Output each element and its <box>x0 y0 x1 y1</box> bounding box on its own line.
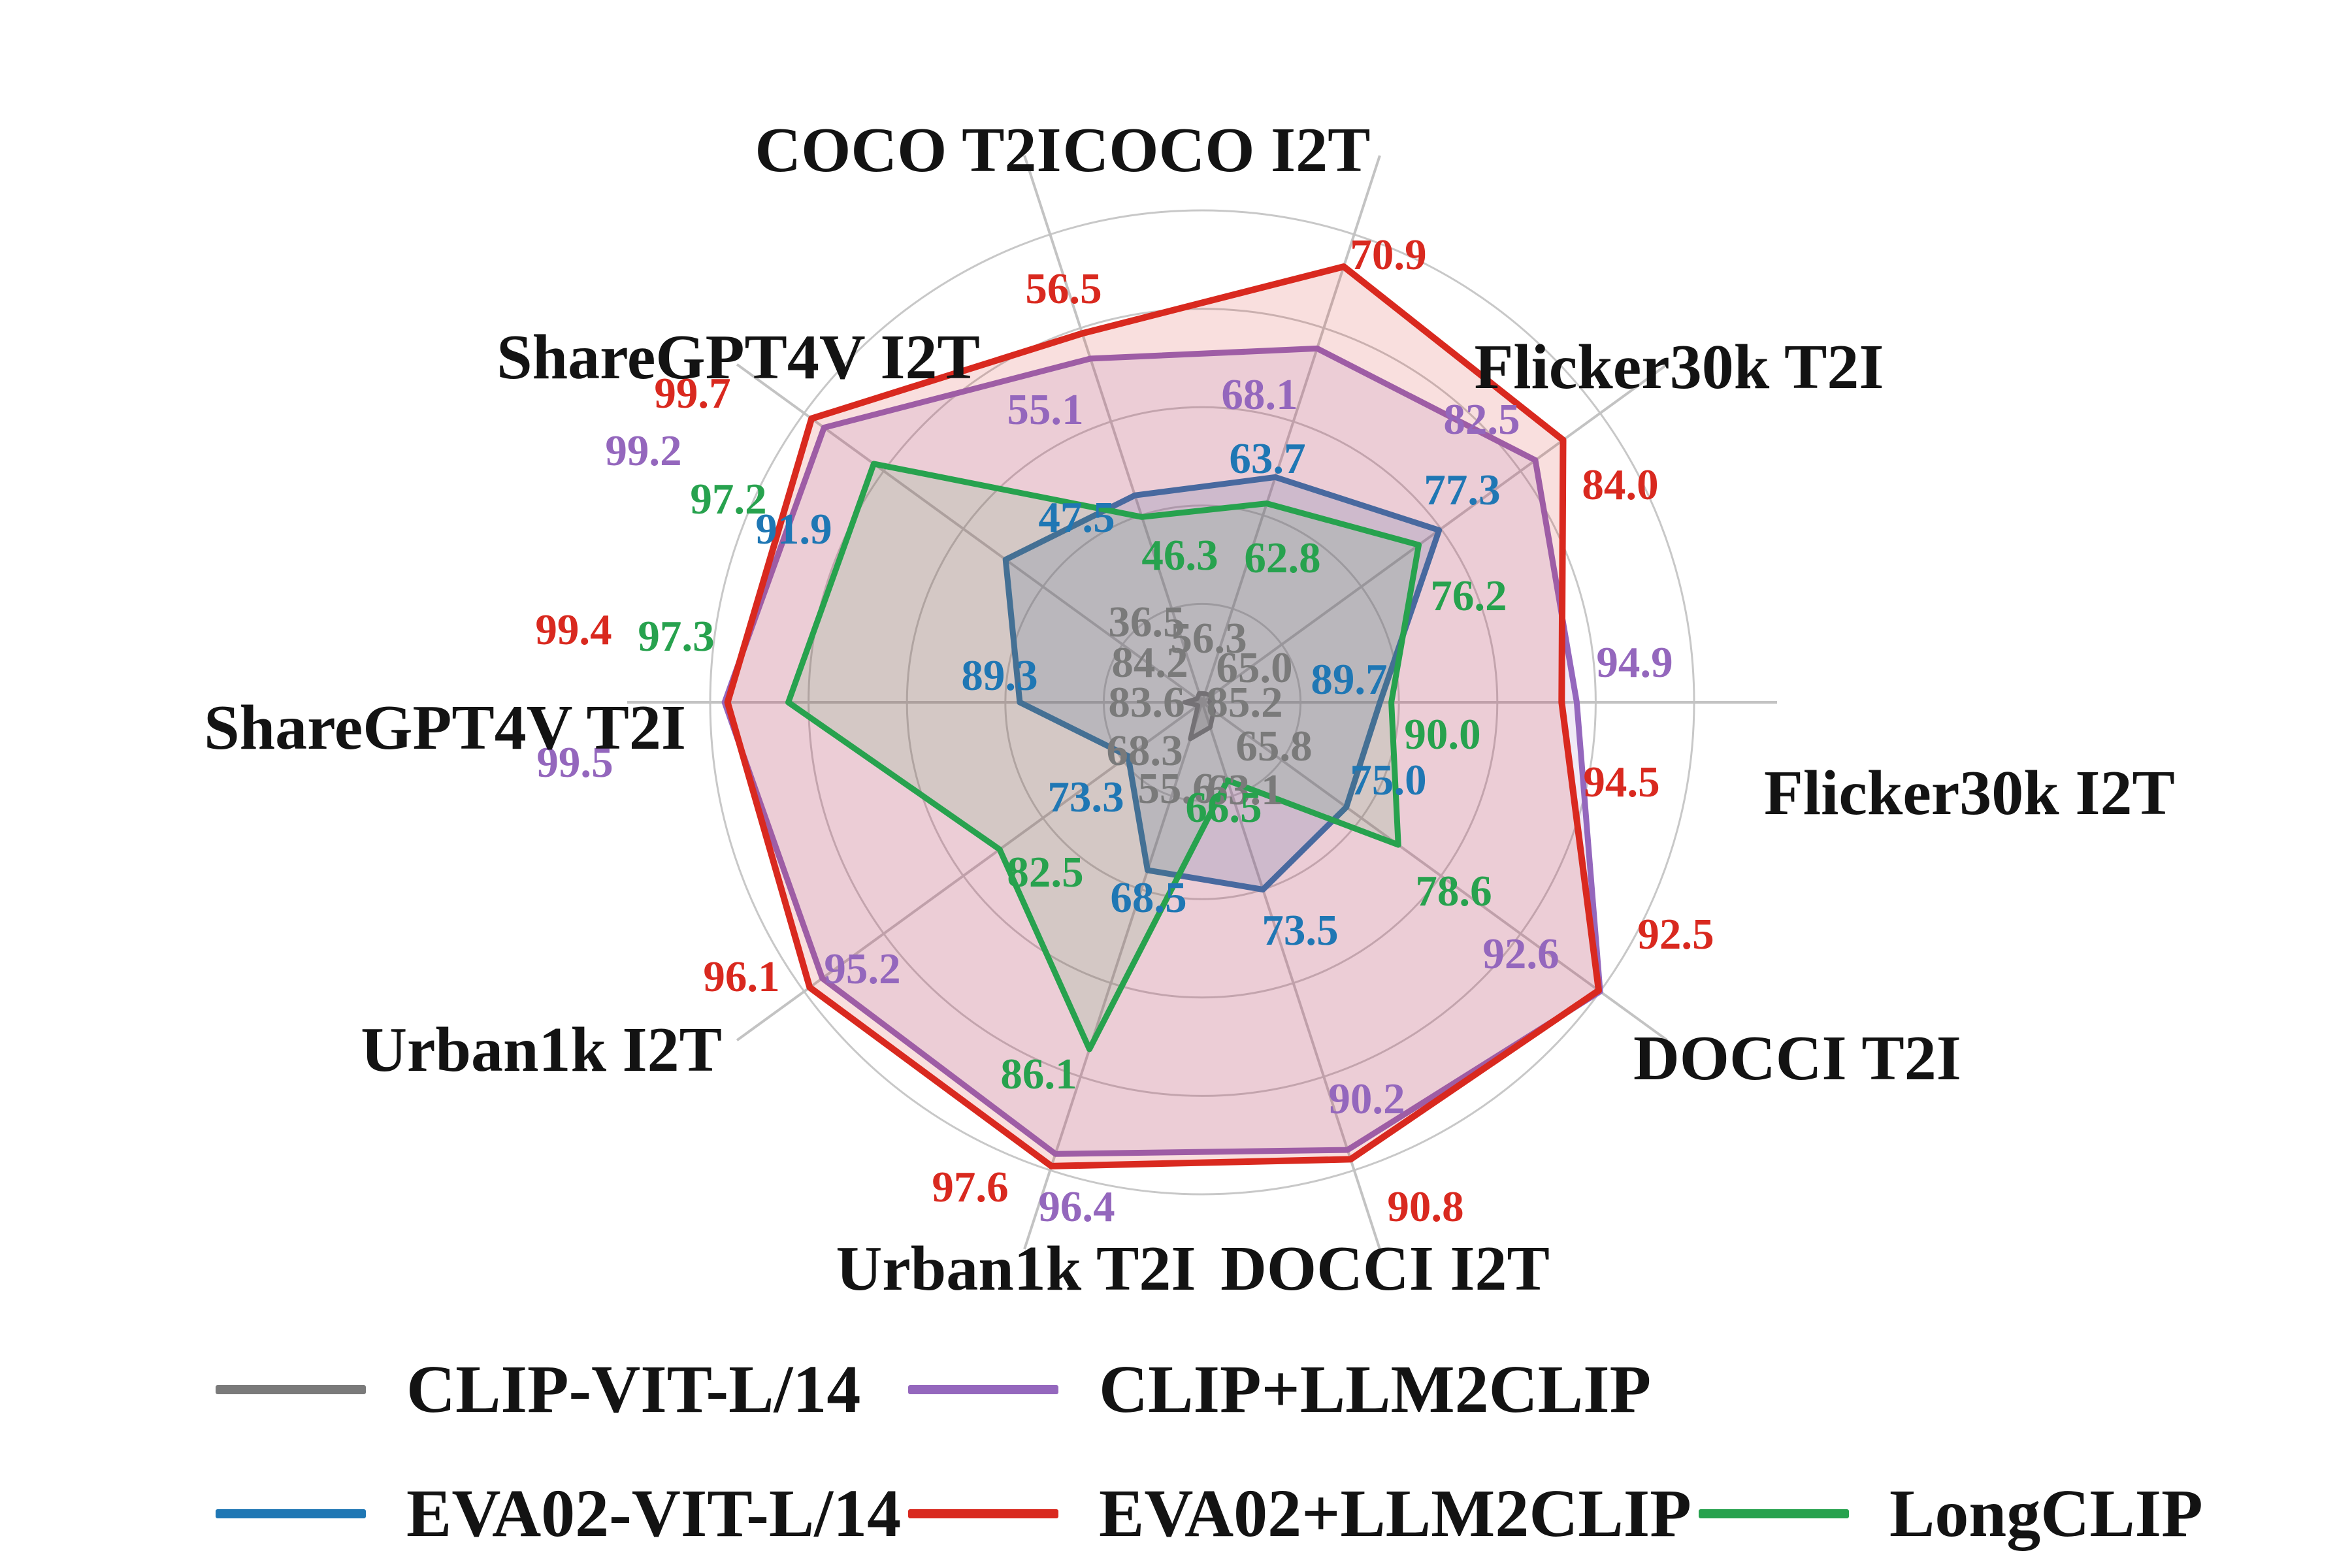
value-label: 92.6 <box>1482 930 1559 978</box>
legend-label: CLIP-VIT-L/14 <box>406 1352 861 1427</box>
value-label: 47.5 <box>1038 493 1115 542</box>
value-label: 73.3 <box>1047 773 1124 821</box>
axis-label-docci-i2t: DOCCI I2T <box>1220 1233 1550 1304</box>
value-label: 68.1 <box>1221 370 1298 419</box>
legend-swatch <box>216 1509 366 1518</box>
axis-label-urban1k-i2t: Urban1k I2T <box>361 1015 722 1085</box>
radar-value-labels: 36.556.365.085.265.863.155.668.383.684.2… <box>535 231 1714 1231</box>
value-label: 68.5 <box>1110 874 1186 922</box>
value-label: 55.1 <box>1007 385 1083 434</box>
value-label: 96.4 <box>1038 1183 1115 1231</box>
value-label: 76.2 <box>1430 572 1507 620</box>
value-label: 99.2 <box>605 427 681 475</box>
value-label: 90.0 <box>1404 710 1480 759</box>
chart-legend: CLIP-VIT-L/14 EVA02-VIT-L/14 CLIP+LLM2CLIP… <box>0 1326 2352 1568</box>
radar-axis-labels: COCO T2I COCO I2T Flicker30k T2I Flicker30k… <box>204 115 2175 1304</box>
value-label: 66.5 <box>1185 783 1262 832</box>
legend-swatch <box>908 1509 1058 1518</box>
value-label: 62.8 <box>1244 534 1320 582</box>
axis-label-sharegpt4v-t2i: ShareGPT4V T2I <box>204 693 686 763</box>
value-label: 56.3 <box>1170 614 1247 662</box>
value-label: 99.7 <box>654 369 730 417</box>
axis-label-sharegpt4v-i2t: ShareGPT4V I2T <box>497 322 980 393</box>
value-label: 63.1 <box>1206 766 1282 814</box>
value-label: 99.5 <box>536 738 613 787</box>
value-label: 90.2 <box>1328 1075 1405 1123</box>
legend-swatch <box>1699 1509 1849 1518</box>
value-label: 85.2 <box>1206 678 1282 727</box>
axis-label-urban1k-t2i: Urban1k T2I <box>836 1233 1196 1304</box>
axis-label-coco-i2t: COCO I2T <box>1062 115 1370 186</box>
value-label: 70.9 <box>1350 231 1426 279</box>
value-label: 94.5 <box>1583 758 1659 806</box>
axis-spoke-urban1k-i2t <box>736 701 1203 1041</box>
value-label: 97.3 <box>638 612 714 661</box>
legend-item-eva02-vit-l-14: EVA02-VIT-L/14 <box>216 1480 901 1548</box>
legend-label: LongCLIP <box>1889 1476 2203 1551</box>
value-label: 55.6 <box>1137 764 1214 813</box>
value-label: 36.5 <box>1108 598 1184 646</box>
value-label: 75.0 <box>1350 756 1426 804</box>
value-label: 91.9 <box>755 505 832 553</box>
value-label: 84.2 <box>1111 638 1188 687</box>
series-polygon-eva02-vit-l-14 <box>1002 474 1443 892</box>
axis-label-flicker30k-i2t: Flicker30k I2T <box>1764 758 2175 828</box>
value-label: 97.6 <box>932 1163 1008 1211</box>
legend-swatch <box>908 1385 1058 1394</box>
value-label: 95.2 <box>824 945 900 993</box>
value-label: 65.8 <box>1235 722 1312 770</box>
value-label: 77.3 <box>1424 466 1500 514</box>
value-label: 65.0 <box>1216 644 1292 692</box>
axis-label-docci-t2i: DOCCI T2I <box>1633 1023 1961 1094</box>
legend-label: EVA02+LLM2CLIP <box>1099 1476 1691 1551</box>
value-label: 68.3 <box>1106 727 1183 775</box>
axis-spoke-urban1k-t2i <box>1023 702 1203 1250</box>
value-label: 63.7 <box>1229 434 1305 483</box>
value-label: 78.6 <box>1415 867 1492 915</box>
series-polygon-longclip <box>785 461 1422 1053</box>
legend-item-longclip: LongCLIP <box>1699 1480 2203 1548</box>
value-label: 82.5 <box>1443 395 1520 444</box>
value-label: 99.4 <box>535 606 612 654</box>
value-label: 92.5 <box>1637 910 1714 958</box>
axis-label-coco-t2i: COCO T2I <box>755 115 1061 186</box>
legend-item-clip-vit-l-14: CLIP-VIT-L/14 <box>216 1356 860 1424</box>
legend-item-clip-llm2clip: CLIP+LLM2CLIP <box>908 1356 1651 1424</box>
radar-series <box>721 263 1603 1169</box>
axis-spoke-coco-t2i <box>1023 155 1203 703</box>
legend-label: CLIP+LLM2CLIP <box>1099 1352 1652 1427</box>
value-label: 90.8 <box>1387 1183 1463 1231</box>
value-label: 46.3 <box>1141 531 1218 580</box>
series-polygon-eva02-llm2clip <box>724 263 1602 1169</box>
value-label: 73.5 <box>1262 906 1338 955</box>
axis-spoke-coco-i2t <box>1201 155 1381 703</box>
value-label: 84.0 <box>1582 461 1658 509</box>
value-label: 82.5 <box>1007 848 1083 896</box>
value-label: 56.5 <box>1025 265 1102 313</box>
axis-label-flicker30k-t2i: Flicker30k T2I <box>1474 332 1884 402</box>
legend-label: EVA02-VIT-L/14 <box>406 1476 902 1551</box>
value-label: 86.1 <box>1000 1050 1077 1098</box>
axis-spoke-docci-t2i <box>1201 701 1669 1041</box>
value-label: 94.9 <box>1596 638 1673 687</box>
legend-swatch <box>216 1385 366 1394</box>
value-label: 97.2 <box>690 475 766 523</box>
axis-spoke-flicker30k-t2i <box>1201 363 1669 704</box>
value-label: 96.1 <box>703 953 779 1001</box>
value-label: 89.3 <box>961 651 1037 700</box>
value-label: 89.7 <box>1311 655 1387 704</box>
value-label: 83.6 <box>1108 678 1184 727</box>
legend-item-eva02-llm2clip: EVA02+LLM2CLIP <box>908 1480 1691 1548</box>
series-polygon-clip-vit-l-14 <box>1182 691 1217 742</box>
